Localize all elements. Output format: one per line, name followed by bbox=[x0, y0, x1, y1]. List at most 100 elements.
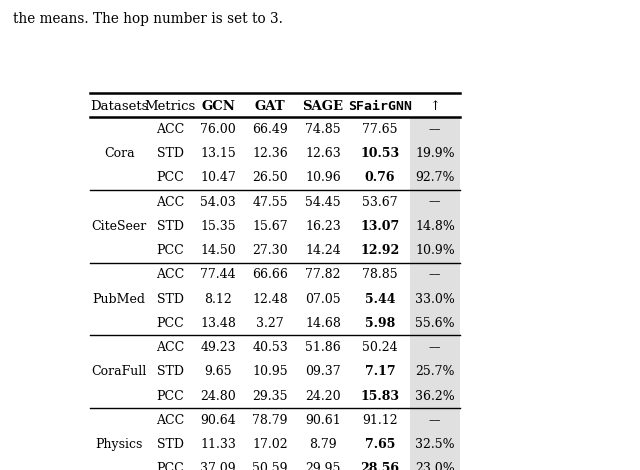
Text: 10.53: 10.53 bbox=[360, 147, 399, 160]
Text: 24.80: 24.80 bbox=[200, 390, 236, 402]
Text: 7.65: 7.65 bbox=[365, 438, 396, 451]
Text: 12.92: 12.92 bbox=[360, 244, 400, 257]
Text: 77.44: 77.44 bbox=[200, 268, 236, 282]
Text: 3.27: 3.27 bbox=[257, 317, 284, 330]
Text: ACC: ACC bbox=[156, 268, 184, 282]
Text: 14.68: 14.68 bbox=[305, 317, 341, 330]
Text: 15.35: 15.35 bbox=[200, 220, 236, 233]
Text: STD: STD bbox=[157, 220, 184, 233]
Text: GCN: GCN bbox=[201, 100, 235, 113]
Text: STD: STD bbox=[157, 292, 184, 306]
Text: 7.17: 7.17 bbox=[365, 365, 396, 378]
Text: STD: STD bbox=[157, 438, 184, 451]
Text: 66.66: 66.66 bbox=[252, 268, 288, 282]
Text: 25.7%: 25.7% bbox=[415, 365, 455, 378]
Text: 50.59: 50.59 bbox=[252, 462, 288, 470]
Text: 14.50: 14.50 bbox=[200, 244, 236, 257]
Text: PCC: PCC bbox=[156, 172, 184, 184]
Text: ACC: ACC bbox=[156, 414, 184, 427]
Text: 78.85: 78.85 bbox=[362, 268, 398, 282]
Text: 66.49: 66.49 bbox=[252, 123, 288, 136]
Text: 54.45: 54.45 bbox=[305, 196, 341, 209]
Text: 29.95: 29.95 bbox=[305, 462, 340, 470]
Text: 23.0%: 23.0% bbox=[415, 462, 455, 470]
Text: ACC: ACC bbox=[156, 196, 184, 209]
Text: 09.37: 09.37 bbox=[305, 365, 341, 378]
Text: 55.6%: 55.6% bbox=[415, 317, 455, 330]
Text: 77.65: 77.65 bbox=[362, 123, 398, 136]
Text: the means. The hop number is set to 3.: the means. The hop number is set to 3. bbox=[13, 12, 283, 26]
Text: 54.03: 54.03 bbox=[200, 196, 236, 209]
Text: ACC: ACC bbox=[156, 123, 184, 136]
Text: 32.5%: 32.5% bbox=[415, 438, 455, 451]
Text: 28.56: 28.56 bbox=[360, 462, 399, 470]
Text: 27.30: 27.30 bbox=[252, 244, 288, 257]
Text: GAT: GAT bbox=[255, 100, 285, 113]
Text: 47.55: 47.55 bbox=[252, 196, 288, 209]
Text: 11.33: 11.33 bbox=[200, 438, 236, 451]
Text: 8.12: 8.12 bbox=[204, 292, 232, 306]
Text: PubMed: PubMed bbox=[93, 292, 146, 306]
Text: CoraFull: CoraFull bbox=[92, 365, 147, 378]
Text: 12.63: 12.63 bbox=[305, 147, 341, 160]
Text: ––: –– bbox=[429, 341, 442, 354]
Text: 12.48: 12.48 bbox=[252, 292, 288, 306]
Text: 74.85: 74.85 bbox=[305, 123, 341, 136]
Text: 10.9%: 10.9% bbox=[415, 244, 455, 257]
Text: 26.50: 26.50 bbox=[252, 172, 288, 184]
Text: PCC: PCC bbox=[156, 462, 184, 470]
Text: 49.23: 49.23 bbox=[200, 341, 236, 354]
Text: ACC: ACC bbox=[156, 341, 184, 354]
Text: 14.8%: 14.8% bbox=[415, 220, 455, 233]
Text: 10.96: 10.96 bbox=[305, 172, 341, 184]
Text: 33.0%: 33.0% bbox=[415, 292, 455, 306]
Text: 91.12: 91.12 bbox=[362, 414, 398, 427]
Text: 10.95: 10.95 bbox=[252, 365, 288, 378]
Text: 13.15: 13.15 bbox=[200, 147, 236, 160]
Text: PCC: PCC bbox=[156, 244, 184, 257]
Text: 50.24: 50.24 bbox=[362, 341, 398, 354]
Text: ––: –– bbox=[429, 123, 442, 136]
Text: 15.83: 15.83 bbox=[360, 390, 399, 402]
Text: Cora: Cora bbox=[104, 147, 134, 160]
Text: 10.47: 10.47 bbox=[200, 172, 236, 184]
Text: 76.00: 76.00 bbox=[200, 123, 236, 136]
Text: Datasets: Datasets bbox=[90, 100, 148, 113]
Text: 90.64: 90.64 bbox=[200, 414, 236, 427]
Text: 13.48: 13.48 bbox=[200, 317, 236, 330]
Text: SAGE: SAGE bbox=[303, 100, 344, 113]
Text: PCC: PCC bbox=[156, 317, 184, 330]
Text: ––: –– bbox=[429, 196, 442, 209]
Text: 51.86: 51.86 bbox=[305, 341, 341, 354]
Text: CiteSeer: CiteSeer bbox=[92, 220, 147, 233]
Text: ––: –– bbox=[429, 268, 442, 282]
Text: 5.98: 5.98 bbox=[365, 317, 396, 330]
Text: 40.53: 40.53 bbox=[252, 341, 288, 354]
Text: 53.67: 53.67 bbox=[362, 196, 398, 209]
Text: 14.24: 14.24 bbox=[305, 244, 341, 257]
Text: 0.76: 0.76 bbox=[365, 172, 396, 184]
Text: SFairGNN: SFairGNN bbox=[348, 100, 412, 113]
Text: STD: STD bbox=[157, 147, 184, 160]
Text: 77.82: 77.82 bbox=[305, 268, 340, 282]
Text: 15.67: 15.67 bbox=[252, 220, 288, 233]
Text: 5.44: 5.44 bbox=[365, 292, 396, 306]
Text: 19.9%: 19.9% bbox=[415, 147, 455, 160]
Text: STD: STD bbox=[157, 365, 184, 378]
Text: Metrics: Metrics bbox=[145, 100, 196, 113]
Text: Physics: Physics bbox=[95, 438, 143, 451]
Text: 92.7%: 92.7% bbox=[415, 172, 455, 184]
Text: 90.61: 90.61 bbox=[305, 414, 341, 427]
Text: 37.09: 37.09 bbox=[200, 462, 236, 470]
Bar bbox=[410, 336, 460, 408]
Text: 36.2%: 36.2% bbox=[415, 390, 455, 402]
Text: 24.20: 24.20 bbox=[305, 390, 341, 402]
Text: 07.05: 07.05 bbox=[305, 292, 341, 306]
Text: 12.36: 12.36 bbox=[252, 147, 288, 160]
Bar bbox=[410, 190, 460, 263]
Text: ↑: ↑ bbox=[429, 100, 441, 113]
Text: ––: –– bbox=[429, 414, 442, 427]
Text: 16.23: 16.23 bbox=[305, 220, 341, 233]
Text: 8.79: 8.79 bbox=[309, 438, 337, 451]
Text: 17.02: 17.02 bbox=[252, 438, 288, 451]
